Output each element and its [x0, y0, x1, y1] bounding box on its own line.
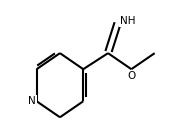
Text: N: N: [28, 96, 36, 106]
Text: O: O: [127, 71, 135, 81]
Text: NH: NH: [120, 16, 135, 26]
